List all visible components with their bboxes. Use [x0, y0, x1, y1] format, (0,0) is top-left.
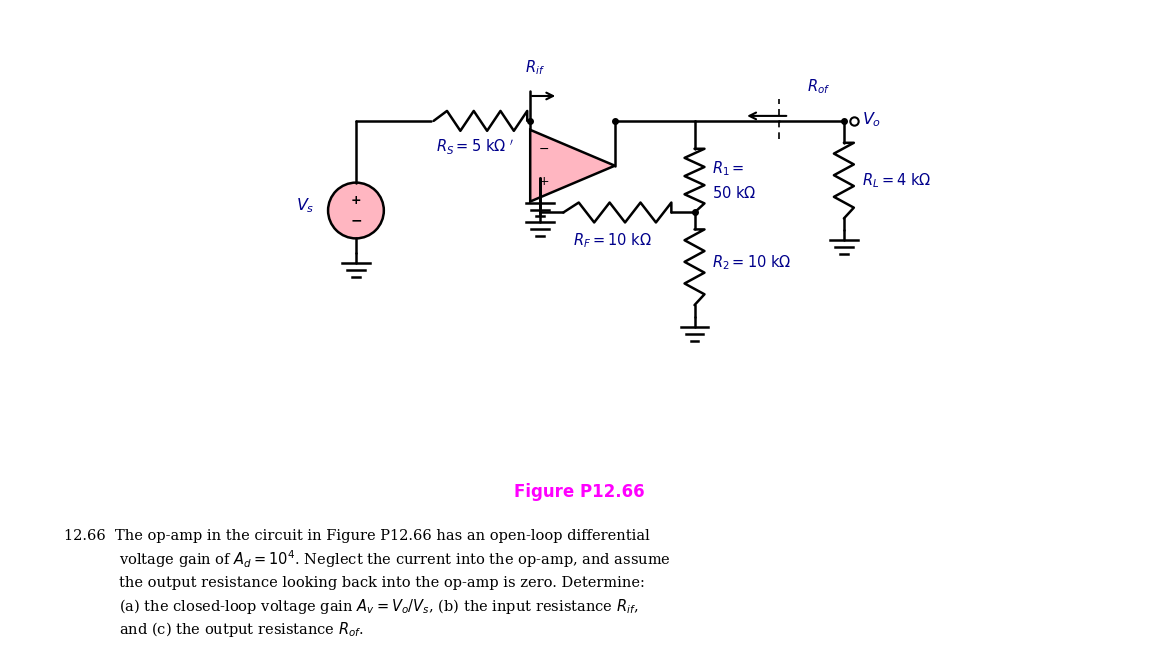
Text: $R_S = 5\ \mathrm{k\Omega}\ '$: $R_S = 5\ \mathrm{k\Omega}\ '$ — [436, 138, 515, 157]
Text: 12.66  The op-amp in the circuit in Figure P12.66 has an open-loop differential: 12.66 The op-amp in the circuit in Figur… — [64, 529, 650, 543]
Text: −: − — [350, 214, 362, 227]
Text: voltage gain of $A_d = 10^4$. Neglect the current into the op-amp, and assume: voltage gain of $A_d = 10^4$. Neglect th… — [119, 549, 671, 571]
Text: $R_L = 4\ \mathrm{k\Omega}$: $R_L = 4\ \mathrm{k\Omega}$ — [862, 171, 931, 190]
Text: −: − — [539, 143, 549, 157]
Text: $50\ \mathrm{k\Omega}$: $50\ \mathrm{k\Omega}$ — [713, 185, 757, 200]
Text: $R_{if}$: $R_{if}$ — [525, 58, 545, 77]
Text: Figure P12.66: Figure P12.66 — [513, 483, 644, 501]
Text: +: + — [351, 194, 362, 207]
Text: $V_o$: $V_o$ — [862, 111, 881, 129]
Text: (a) the closed-loop voltage gain $A_v = V_o/V_s$, (b) the input resistance $R_{i: (a) the closed-loop voltage gain $A_v = … — [119, 597, 639, 616]
Polygon shape — [530, 130, 614, 202]
Circle shape — [328, 183, 384, 238]
Text: $R_F = 10\ \mathrm{k\Omega}$: $R_F = 10\ \mathrm{k\Omega}$ — [573, 231, 651, 250]
Text: +: + — [539, 175, 549, 188]
Text: $V_s$: $V_s$ — [296, 196, 314, 215]
Text: $R_2 = 10\ \mathrm{k\Omega}$: $R_2 = 10\ \mathrm{k\Omega}$ — [713, 253, 792, 272]
Text: the output resistance looking back into the op-amp is zero. Determine:: the output resistance looking back into … — [119, 576, 644, 590]
Text: and (c) the output resistance $R_{of}$.: and (c) the output resistance $R_{of}$. — [119, 620, 364, 639]
Text: $R_1 =$: $R_1 =$ — [713, 159, 745, 178]
Text: $R_{of}$: $R_{of}$ — [807, 77, 830, 96]
